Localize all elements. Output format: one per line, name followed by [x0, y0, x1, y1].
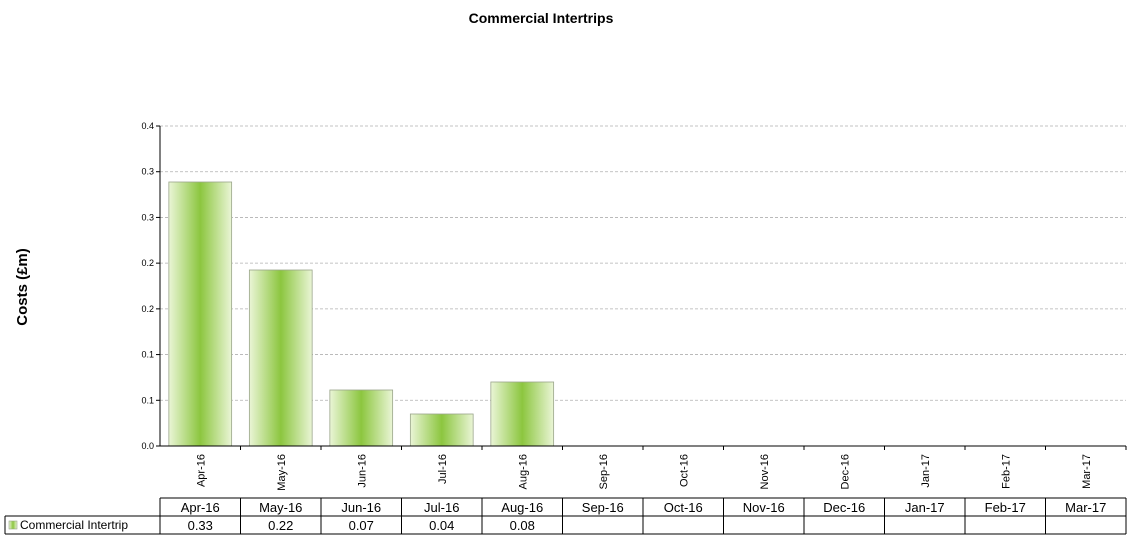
x-tick-labels: Apr-16 May-16 Jun-16 Jul-16 Aug-16 Sep-16 Oct-… [195, 454, 1093, 491]
bar [168, 181, 233, 447]
legend-label: Commercial Intertrip [20, 518, 128, 532]
x-tick-label: Nov-16 [759, 454, 771, 489]
axes [156, 125, 1127, 450]
table-header-cell: Aug-16 [501, 500, 543, 515]
gridlines [160, 125, 1126, 401]
table-header-cell: Feb-17 [985, 500, 1026, 515]
table-header-cell: Jan-17 [905, 500, 945, 515]
y-tick-label: 0.3 [141, 167, 154, 177]
y-tick-label: 0.2 [141, 258, 154, 268]
legend-swatch [8, 520, 18, 530]
y-tick-labels: 0.0 0.1 0.1 0.2 0.2 0.3 0.3 0.4 [141, 121, 154, 451]
table-value-cell: 0.04 [429, 518, 454, 533]
table-header-cell: Oct-16 [664, 500, 703, 515]
x-tick-label: Mar-17 [1081, 454, 1093, 489]
y-tick-label: 0.0 [141, 441, 154, 451]
table-header-cell: May-16 [259, 500, 302, 515]
table-value-cell: 0.08 [510, 518, 535, 533]
bar [329, 389, 394, 447]
table-value-cell: 0.07 [349, 518, 374, 533]
y-axis-label: Costs (£m) [14, 248, 31, 326]
x-tick-label: Dec-16 [839, 454, 851, 489]
x-tick-label: Feb-17 [1000, 454, 1012, 489]
y-tick-label: 0.4 [141, 121, 154, 131]
bar [490, 381, 555, 447]
data-table: Apr-16 0.33 May-16 0.22 Jun-16 0.07 Jul-16 0.04… [4, 497, 1127, 535]
y-tick-label: 0.1 [141, 395, 154, 405]
x-tick-label: Jul-16 [437, 454, 449, 484]
y-tick-label: 0.3 [141, 212, 154, 222]
y-tick-label: 0.2 [141, 304, 154, 314]
x-tick-label: May-16 [276, 454, 288, 491]
table-header-cell: Mar-17 [1065, 500, 1106, 515]
x-tick-label: Apr-16 [195, 454, 207, 487]
chart-title: Commercial Intertrips [469, 10, 614, 26]
table-value-cell: 0.22 [268, 518, 293, 533]
x-tick-label: Jan-17 [920, 454, 932, 488]
x-tick-label: Oct-16 [678, 454, 690, 487]
bars [168, 181, 555, 447]
x-tick-label: Jun-16 [356, 454, 368, 488]
x-tick-label: Sep-16 [598, 454, 610, 489]
table-header-cell: Dec-16 [823, 500, 865, 515]
table-header-cell: Sep-16 [582, 500, 624, 515]
table-value-cell: 0.33 [188, 518, 213, 533]
table-header-cell: Nov-16 [743, 500, 785, 515]
table-header-cell: Apr-16 [181, 500, 220, 515]
bar [409, 413, 474, 447]
y-tick-label: 0.1 [141, 350, 154, 360]
x-tick-label: Aug-16 [517, 454, 529, 489]
table-header-cell: Jul-16 [424, 500, 459, 515]
bar [248, 269, 313, 447]
table-header-cell: Jun-16 [341, 500, 381, 515]
